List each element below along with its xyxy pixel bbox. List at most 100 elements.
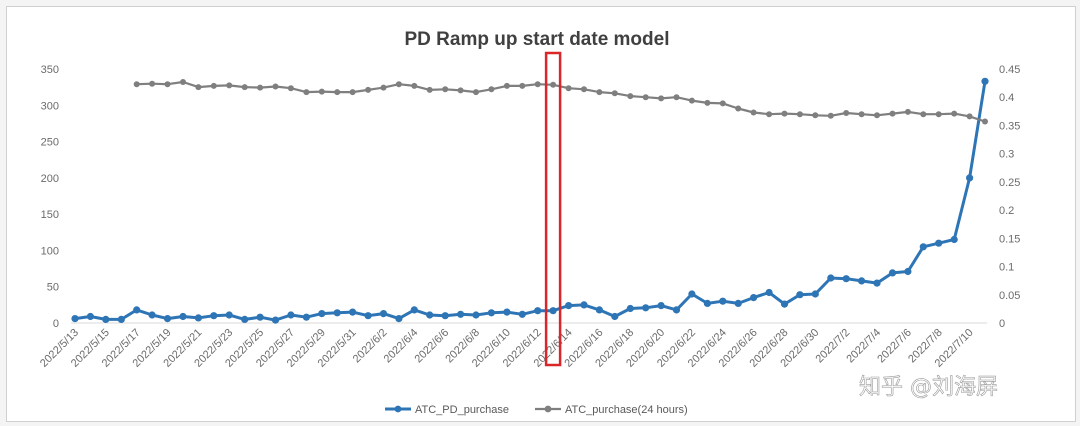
data-point [442, 86, 449, 93]
data-point [272, 83, 279, 90]
data-point [102, 315, 110, 323]
data-point [549, 307, 557, 315]
data-point [919, 243, 927, 251]
data-point [550, 81, 557, 88]
right-tick-label: 0.25 [999, 177, 1020, 189]
data-point [766, 111, 773, 118]
data-point [827, 112, 834, 119]
data-point [210, 82, 217, 89]
data-point [950, 235, 958, 244]
data-point [287, 85, 294, 92]
data-point [673, 94, 680, 101]
data-point [349, 89, 356, 96]
data-point [333, 309, 341, 317]
data-point [658, 95, 665, 102]
data-point [812, 112, 819, 119]
data-point [565, 302, 573, 310]
data-point [86, 312, 94, 321]
data-point [303, 89, 310, 96]
data-point [888, 269, 897, 277]
data-point [858, 111, 865, 118]
data-point [287, 311, 295, 319]
data-point [410, 306, 418, 314]
data-point [519, 82, 526, 89]
data-point [796, 291, 804, 299]
legend-label: ATC_purchase(24 hours) [565, 404, 688, 416]
data-point [611, 90, 618, 97]
data-point [735, 105, 742, 112]
data-point [395, 315, 403, 323]
data-point [426, 311, 434, 319]
data-point [457, 310, 465, 318]
data-point [688, 97, 695, 104]
data-point [133, 81, 140, 88]
right-tick-label: 0.2 [999, 205, 1014, 217]
data-point [518, 310, 526, 318]
left-tick-label: 0 [53, 318, 59, 330]
data-point [843, 110, 850, 116]
data-point [920, 111, 927, 118]
data-point [411, 82, 418, 89]
data-point [734, 299, 742, 307]
left-tick-label: 200 [41, 173, 59, 185]
data-point [981, 77, 989, 85]
data-point [441, 312, 449, 320]
right-axis-ticks: 0 0.05 0.1 0.15 0.2 0.25 0.3 0.35 0.4 0.45 [999, 64, 1020, 330]
data-point [626, 304, 634, 313]
data-point [842, 275, 850, 283]
right-tick-label: 0.35 [999, 120, 1020, 132]
data-point [811, 290, 819, 298]
legend-marker [394, 405, 402, 413]
chart: PD Ramp up start date model 0 50 100 150 200… [38, 29, 1020, 416]
data-point [904, 108, 911, 115]
data-point [241, 315, 249, 323]
data-point [935, 111, 942, 118]
data-point [688, 290, 696, 298]
right-tick-label: 0.3 [999, 149, 1014, 161]
data-point [349, 308, 357, 316]
data-point [750, 109, 757, 116]
right-tick-label: 0.1 [999, 262, 1014, 274]
data-point [966, 174, 974, 182]
data-point [302, 313, 310, 321]
data-point [642, 94, 649, 101]
data-point [503, 308, 511, 316]
left-tick-label: 250 [41, 137, 59, 149]
left-tick-label: 50 [47, 282, 59, 294]
data-point [457, 87, 464, 94]
data-point [534, 81, 541, 88]
series-layer [71, 77, 989, 324]
data-point [781, 110, 788, 117]
data-point [642, 304, 650, 312]
data-point [195, 84, 202, 91]
legend-marker [544, 405, 552, 413]
data-point [672, 306, 681, 314]
data-point [364, 312, 372, 320]
data-point [611, 312, 619, 321]
data-point [827, 274, 835, 282]
data-point [581, 86, 587, 93]
data-point [472, 311, 480, 319]
chart-frame: PD Ramp up start date model 0 50 100 150 200… [6, 6, 1076, 422]
data-point [874, 112, 880, 119]
data-point [765, 288, 773, 297]
data-point [226, 82, 233, 89]
data-point [750, 294, 758, 302]
data-point [148, 311, 156, 319]
watermark: 知乎 @刘海屏 [859, 375, 998, 400]
data-point [935, 239, 943, 247]
data-point [71, 315, 79, 323]
data-point [487, 309, 495, 317]
data-point [318, 88, 325, 95]
data-point [565, 85, 572, 92]
data-point [780, 300, 789, 308]
data-point [966, 113, 973, 120]
data-point [395, 81, 402, 88]
data-point [473, 89, 479, 96]
data-point [163, 315, 172, 323]
data-point [858, 277, 866, 285]
left-tick-label: 150 [41, 209, 59, 221]
left-tick-label: 100 [41, 245, 59, 257]
data-point [365, 86, 372, 93]
data-point [164, 81, 171, 88]
